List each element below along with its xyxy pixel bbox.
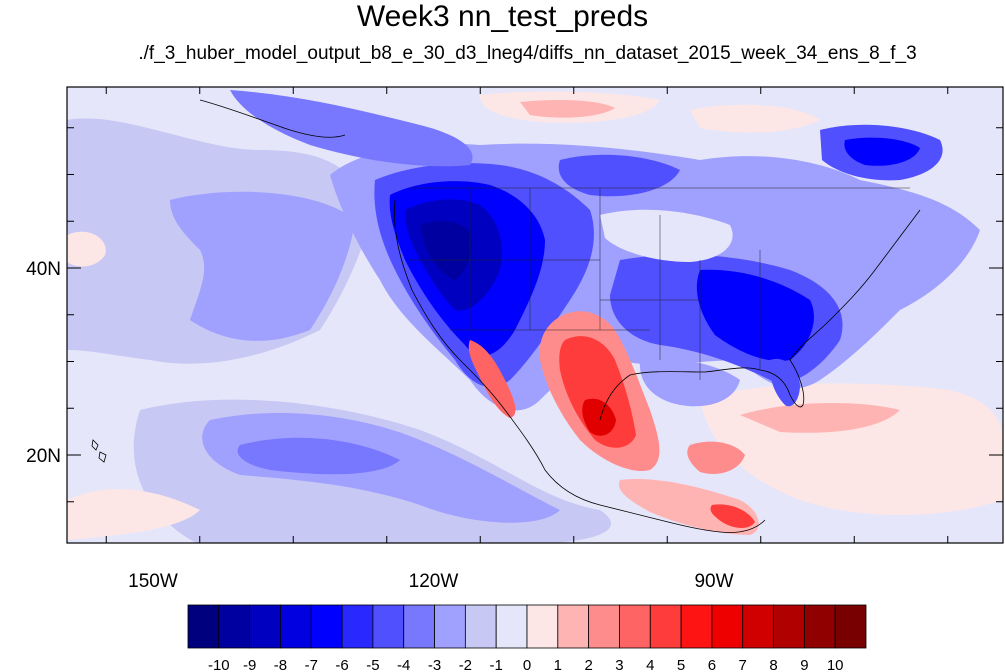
mexico-positive-peak	[582, 398, 616, 436]
map-field	[67, 87, 1003, 543]
great-lakes-weak-region	[600, 209, 733, 262]
lon-label: 90W	[694, 571, 733, 592]
florida-negative	[769, 358, 800, 407]
canada-north-negative	[230, 90, 473, 167]
colorbar-swatch	[434, 604, 466, 649]
baja-positive-region	[468, 340, 516, 418]
colorbar-label: 9	[800, 657, 808, 672]
atlantic-positive-core	[740, 403, 900, 433]
colorbar-label: -2	[459, 657, 472, 672]
colorbar-swatch	[588, 604, 620, 649]
colorbar-swatch	[680, 604, 713, 649]
colorbar-label: 10	[827, 657, 844, 672]
colorbar-swatch	[557, 604, 590, 649]
colorbar-swatch	[372, 604, 405, 649]
colorbar-swatch	[280, 604, 312, 649]
colorbar-swatch	[249, 604, 281, 649]
colorbar-label: -5	[366, 657, 379, 672]
map-axes: 40N 20N 150W 120W 90W	[26, 87, 1003, 592]
colorbar-label: 3	[615, 657, 623, 672]
colorbar-label: 5	[677, 657, 685, 672]
colorbar: -10 -9 -8 -7 -6 -5 -4 -3 -2 -1 0 1 2 3 4 5 6 7 8 9 10	[187, 604, 867, 672]
colorbar-label: -7	[305, 657, 318, 672]
colorbar-swatch	[834, 604, 867, 649]
pacific-mid-negative	[170, 191, 355, 341]
colorbar-swatch	[711, 604, 744, 649]
colorbar-label: -6	[335, 657, 348, 672]
colorbar-label: -3	[428, 657, 441, 672]
page-title: Week3 nn_test_preds	[356, 0, 649, 33]
colorbar-label: 7	[739, 657, 747, 672]
colorbar-swatch	[187, 604, 220, 649]
lon-label: 120W	[409, 571, 459, 592]
north-pacific-positive-core	[520, 100, 615, 118]
colorbar-label: 0	[523, 657, 531, 672]
colorbar-label: -1	[490, 657, 503, 672]
colorbar-label: 4	[646, 657, 654, 672]
colorbar-swatch	[403, 604, 435, 649]
canada-east-deep-negative	[844, 137, 920, 166]
colorbar-label: -10	[208, 657, 230, 672]
colorbar-swatch	[310, 604, 343, 649]
colorbar-swatch	[649, 604, 682, 649]
colorbar-swatch	[619, 604, 651, 649]
colorbar-swatch	[341, 604, 374, 649]
pacific-south-deep-negative	[237, 437, 400, 475]
colorbar-swatch	[495, 604, 528, 649]
west-us-extreme-negative	[420, 220, 472, 280]
page-subtitle: ./f_3_huber_model_output_b8_e_30_d3_lneg…	[138, 43, 917, 64]
colorbar-label: -8	[274, 657, 287, 672]
east-us-deep-negative	[696, 269, 814, 361]
colorbar-label: 1	[554, 657, 562, 672]
caribbean-positive	[687, 441, 745, 475]
colorbar-swatch	[773, 604, 805, 649]
colorbar-label: -4	[397, 657, 410, 672]
mexico-positive-core	[559, 336, 636, 448]
south-pacific-positive-patch	[67, 489, 200, 540]
colorbar-swatch	[803, 604, 836, 649]
coastlines	[91, 99, 921, 533]
central-america-positive-core	[710, 504, 755, 528]
colorbar-swatch	[464, 604, 497, 649]
colorbar-swatch	[742, 604, 774, 649]
colorbar-label: -9	[243, 657, 256, 672]
pacific-positive-patch	[67, 231, 106, 267]
colorbar-swatch	[526, 604, 559, 649]
lon-label: 150W	[128, 571, 178, 592]
canada-positive-patch	[690, 104, 820, 133]
colorbar-swatch	[218, 604, 251, 649]
colorbar-label: 8	[769, 657, 777, 672]
lat-label: 20N	[26, 446, 61, 467]
colorbar-label: 2	[584, 657, 592, 672]
colorbar-label: 6	[708, 657, 716, 672]
canada-central-negative	[558, 154, 680, 197]
lat-label: 40N	[26, 259, 61, 280]
state-borders	[410, 187, 910, 380]
